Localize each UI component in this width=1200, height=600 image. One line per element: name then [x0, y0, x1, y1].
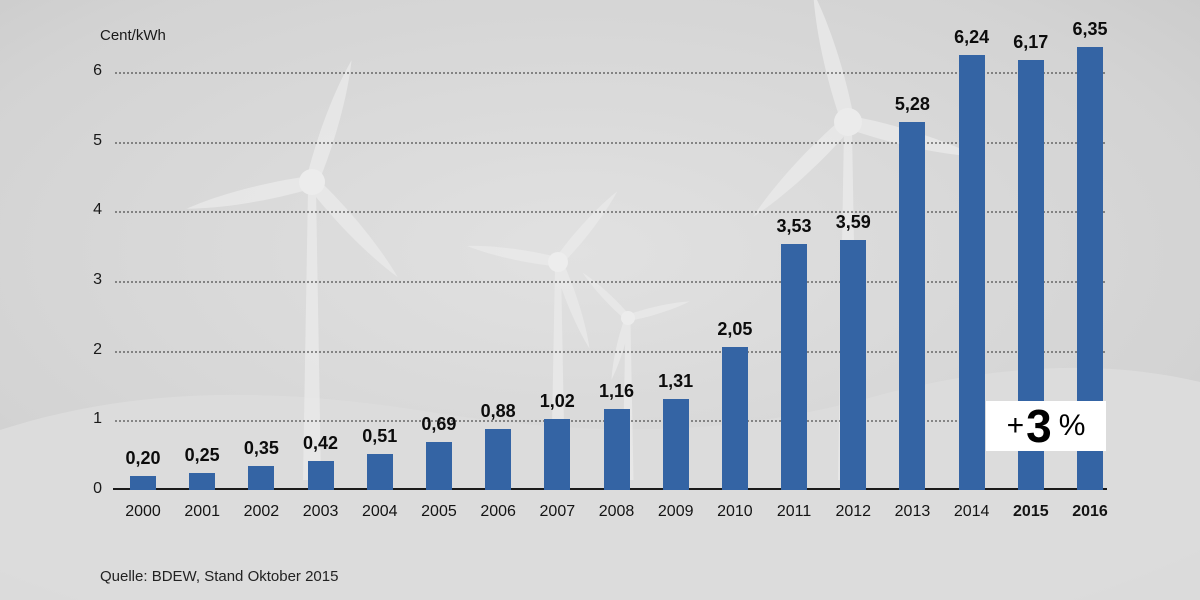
gridline-5 — [115, 141, 1105, 144]
bar-2012 — [840, 239, 867, 490]
x-label-2008: 2008 — [598, 503, 635, 520]
bar-2009 — [662, 398, 689, 490]
bar-2004 — [366, 454, 393, 490]
gridline-6 — [115, 71, 1105, 74]
y-tick-1: 1 — [93, 410, 102, 428]
y-tick-3: 3 — [93, 270, 102, 288]
source-note: Quelle: BDEW, Stand Oktober 2015 — [100, 568, 339, 585]
wind-turbine-large-left — [186, 60, 398, 480]
x-label-2013: 2013 — [894, 503, 931, 520]
x-label-2014: 2014 — [953, 503, 990, 520]
value-label-2010: 2,05 — [717, 319, 753, 340]
y-tick-6: 6 — [93, 61, 102, 79]
x-label-2012: 2012 — [835, 503, 872, 520]
y-tick-4: 4 — [93, 201, 102, 219]
badge-plus-sign: + — [1006, 409, 1025, 442]
bar-2014 — [958, 55, 985, 490]
y-tick-5: 5 — [93, 131, 102, 149]
bar-2007 — [544, 418, 571, 490]
value-label-2014: 6,24 — [954, 27, 990, 48]
x-label-2016: 2016 — [1072, 503, 1108, 520]
y-tick-2: 2 — [93, 340, 102, 358]
bar-2001 — [189, 472, 216, 490]
value-label-2004: 0,51 — [362, 426, 398, 447]
y-tick-0: 0 — [93, 480, 102, 497]
x-label-2005: 2005 — [421, 503, 457, 520]
value-label-2011: 3,53 — [776, 215, 812, 236]
x-label-2015: 2015 — [1013, 503, 1049, 520]
x-label-2006: 2006 — [480, 503, 516, 520]
bar-2003 — [307, 460, 334, 490]
x-label-2001: 2001 — [184, 503, 220, 520]
value-label-2003: 0,42 — [303, 432, 339, 453]
value-label-2012: 3,59 — [835, 211, 871, 232]
value-label-2008: 1,16 — [598, 381, 635, 402]
value-label-2016: 6,35 — [1072, 19, 1108, 40]
bar-2008 — [603, 409, 630, 490]
value-label-2002: 0,35 — [243, 437, 279, 458]
x-label-2004: 2004 — [361, 503, 398, 520]
value-label-2009: 1,31 — [658, 370, 694, 391]
bar-2010 — [721, 347, 748, 490]
bar-2000 — [130, 476, 156, 490]
plus-three-percent-badge: + 3 % — [986, 401, 1106, 451]
x-label-2010: 2010 — [717, 503, 753, 520]
gridline-2 — [115, 350, 1105, 353]
value-label-2013: 5,28 — [894, 93, 930, 114]
badge-number: 3 — [1026, 400, 1052, 452]
x-label-2002: 2002 — [243, 503, 280, 520]
x-label-2011: 2011 — [776, 503, 812, 520]
bar-2006 — [485, 428, 512, 490]
gridline-3 — [115, 280, 1105, 283]
value-label-2001: 0,25 — [184, 444, 220, 465]
value-label-2000: 0,20 — [125, 448, 161, 469]
value-label-2015: 6,17 — [1013, 31, 1049, 52]
value-label-2007: 1,02 — [539, 390, 575, 411]
bar-2005 — [425, 441, 452, 490]
value-label-2005: 0,69 — [421, 413, 457, 434]
bar-2011 — [781, 243, 808, 490]
x-label-2000: 2000 — [125, 503, 161, 520]
bar-2013 — [899, 121, 926, 490]
value-label-2006: 0,88 — [480, 400, 516, 421]
x-label-2009: 2009 — [657, 503, 694, 520]
gridline-4 — [115, 211, 1105, 214]
x-label-2003: 2003 — [302, 503, 339, 520]
y-axis-unit-label: Cent/kWh — [100, 27, 166, 44]
x-label-2007: 2007 — [539, 503, 576, 520]
bar-2002 — [248, 465, 275, 490]
badge-percent-sign: % — [1058, 409, 1086, 442]
